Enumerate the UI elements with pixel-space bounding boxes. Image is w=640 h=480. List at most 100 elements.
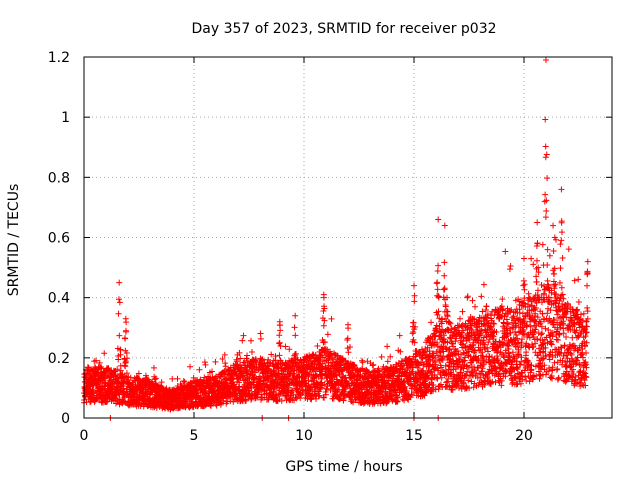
- data-point: [489, 332, 496, 339]
- data-point: [266, 359, 273, 366]
- data-point: [346, 344, 353, 351]
- data-point: [527, 323, 534, 330]
- data-point: [500, 319, 507, 326]
- data-point: [446, 334, 453, 341]
- data-point: [123, 350, 130, 357]
- data-point: [487, 323, 494, 330]
- y-tick-label: 1: [61, 110, 70, 126]
- data-point: [441, 259, 448, 266]
- data-point: [434, 375, 441, 382]
- data-point: [317, 385, 324, 392]
- data-point: [314, 343, 321, 350]
- data-point: [498, 377, 505, 384]
- data-point: [410, 336, 417, 343]
- data-point: [530, 261, 537, 268]
- data-point: [551, 359, 558, 366]
- data-point: [297, 395, 304, 402]
- data-point: [483, 303, 490, 310]
- data-point: [500, 353, 507, 360]
- data-point: [433, 322, 440, 329]
- y-tick-label: 0.4: [48, 291, 70, 307]
- data-point: [428, 375, 435, 382]
- data-point: [552, 281, 559, 288]
- data-point: [549, 329, 556, 336]
- data-point: [456, 315, 463, 322]
- data-point: [307, 383, 314, 390]
- data-point: [433, 339, 440, 346]
- data-point: [456, 374, 463, 381]
- data-point: [584, 282, 591, 289]
- data-point: [289, 387, 296, 394]
- data-point: [502, 373, 509, 380]
- data-point: [441, 272, 448, 279]
- data-point: [546, 252, 553, 259]
- data-point: [437, 381, 444, 388]
- data-point: [523, 322, 530, 329]
- data-point: [201, 359, 208, 366]
- data-point: [558, 186, 565, 193]
- data-point: [566, 321, 573, 328]
- data-point: [542, 191, 549, 198]
- data-point: [222, 360, 229, 367]
- data-point: [358, 357, 365, 364]
- data-point: [323, 386, 330, 393]
- data-point: [543, 151, 550, 158]
- data-point: [542, 325, 549, 332]
- data-point: [512, 374, 519, 381]
- data-point: [244, 357, 251, 364]
- data-point: [480, 334, 487, 341]
- data-point: [542, 344, 549, 351]
- data-point: [305, 377, 312, 384]
- data-point: [564, 305, 571, 312]
- data-point: [491, 312, 498, 319]
- data-point: [574, 354, 581, 361]
- y-tick-label: 1.2: [48, 50, 70, 66]
- data-point: [387, 353, 394, 360]
- data-point: [562, 363, 569, 370]
- data-point: [397, 348, 404, 355]
- data-point: [438, 364, 445, 371]
- data-point: [448, 340, 455, 347]
- data-point: [521, 300, 528, 307]
- data-point: [559, 291, 566, 298]
- data-point: [152, 375, 159, 382]
- data-point: [434, 352, 441, 359]
- data-point: [402, 383, 409, 390]
- data-point: [449, 386, 456, 393]
- data-point: [169, 375, 176, 382]
- data-point: [285, 375, 292, 382]
- data-point: [444, 339, 451, 346]
- data-point: [557, 307, 564, 314]
- x-tick-label: 10: [295, 428, 313, 444]
- data-point: [465, 364, 472, 371]
- data-point: [584, 315, 591, 322]
- data-point: [471, 347, 478, 354]
- data-point: [396, 332, 403, 339]
- data-point: [400, 362, 407, 369]
- data-point: [518, 354, 525, 361]
- data-point: [495, 371, 502, 378]
- data-point: [512, 373, 519, 380]
- data-point: [557, 344, 564, 351]
- data-point: [464, 293, 471, 300]
- data-point: [484, 314, 491, 321]
- data-point: [539, 356, 546, 363]
- data-point: [547, 374, 554, 381]
- data-point: [463, 337, 470, 344]
- data-point: [528, 362, 535, 369]
- data-point: [436, 383, 443, 390]
- data-point: [545, 326, 552, 333]
- data-point: [252, 356, 259, 363]
- data-point: [542, 116, 549, 123]
- data-point: [428, 319, 435, 326]
- data-point: [573, 307, 580, 314]
- data-point: [533, 273, 540, 280]
- data-point: [292, 350, 299, 357]
- data-point: [457, 369, 464, 376]
- data-point: [529, 341, 536, 348]
- data-point: [580, 310, 587, 317]
- data-point: [116, 299, 123, 306]
- data-point: [568, 343, 575, 350]
- data-point: [443, 379, 450, 386]
- data-point: [584, 308, 591, 315]
